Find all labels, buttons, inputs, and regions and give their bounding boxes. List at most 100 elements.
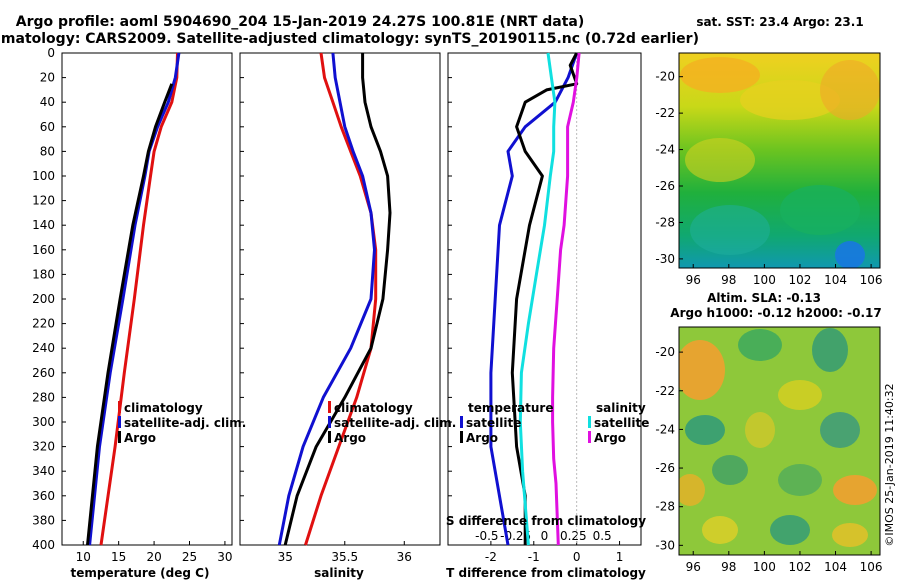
- s-tick-label: 0: [541, 529, 549, 543]
- temperature-legend: climatology satellite-adj. clim. Argo: [118, 401, 246, 445]
- x-tick-label: 0: [573, 550, 581, 564]
- sst-map-title: sat. SST: 23.4 Argo: 23.1: [696, 15, 863, 29]
- map-y-tick-label: -24: [655, 422, 675, 436]
- map-y-tick-label: -28: [655, 215, 675, 229]
- sst-cool-patch: [690, 205, 770, 255]
- difference-panel: [447, 52, 642, 546]
- depth-tick-label: 20: [40, 71, 55, 85]
- sla-high-patch: [679, 474, 705, 506]
- sla-high-patch: [778, 380, 822, 410]
- legend-label-argo: Argo: [124, 431, 156, 445]
- series-line-t-argo: [510, 52, 579, 545]
- map-x-tick-label: 100: [753, 560, 776, 574]
- x-tick-label: 15: [111, 550, 126, 564]
- map-y-tick-label: -20: [655, 70, 675, 84]
- sla-low-patch: [770, 515, 810, 545]
- s-tick-label: 0.5: [593, 529, 612, 543]
- map-y-tick-label: -30: [655, 538, 675, 552]
- x-tick-label: -1: [528, 550, 540, 564]
- map-x-tick-label: 102: [789, 273, 812, 287]
- sla-map-title-line1: Altim. SLA: -0.13: [707, 291, 821, 305]
- x-tick-label: 30: [217, 550, 232, 564]
- sla-low-patch: [738, 329, 782, 361]
- series-line-climatology: [99, 52, 179, 546]
- difference-x-axis: -2 -1 0 1-0.5 -0.25 0 0.25 0.5: [475, 53, 623, 564]
- series-line-argo: [86, 83, 174, 546]
- x-tick-label: -2: [485, 550, 497, 564]
- series-line-satellite-adj-clim-: [277, 52, 376, 546]
- depth-tick-label: 280: [32, 390, 55, 404]
- depth-tick-label: 80: [40, 144, 55, 158]
- legend-title-temperature: temperature: [468, 401, 553, 415]
- sla-high-patch: [832, 523, 868, 547]
- series-line-t-satellite: [489, 52, 579, 546]
- map-x-tick-label: 98: [721, 560, 736, 574]
- legend-swatch-satellite: [118, 416, 121, 428]
- legend-label-climatology: climatology: [334, 401, 413, 415]
- map-x-tick-label: 104: [824, 273, 847, 287]
- sla-high-patch: [679, 340, 725, 400]
- sla-map: [679, 327, 880, 555]
- salinity-xlabel: salinity: [314, 566, 364, 580]
- map-x-tick-label: 96: [686, 273, 701, 287]
- sla-low-patch: [820, 412, 860, 448]
- x-tick-label: 1: [616, 550, 624, 564]
- depth-tick-label: 240: [32, 341, 55, 355]
- legend-swatch-t-satellite: [460, 416, 463, 428]
- depth-tick-label: 200: [32, 292, 55, 306]
- sst-cool-patch: [780, 185, 860, 235]
- legend-label-s-satellite: satellite: [594, 416, 649, 430]
- legend-swatch-t-argo: [460, 431, 463, 443]
- difference-legend: temperature satellite Argo salinity sate…: [460, 401, 649, 445]
- depth-tick-label: 0: [47, 46, 55, 60]
- map-y-tick-label: -30: [655, 252, 675, 266]
- header-title-line1: Argo profile: aoml 5904690_204 15-Jan-20…: [16, 14, 585, 30]
- series-line-s-argo: [551, 52, 581, 546]
- s-tick-label: -0.5: [475, 529, 498, 543]
- s-tick-label: 0.25: [560, 529, 587, 543]
- temperature-panel: [61, 52, 233, 546]
- sst-map: [679, 53, 880, 268]
- legend-label-s-argo: Argo: [594, 431, 626, 445]
- sst-warm-patch: [685, 138, 755, 182]
- series-line-s-satellite: [518, 52, 557, 546]
- sst-warm-patch: [740, 80, 840, 120]
- depth-tick-label: 140: [32, 218, 55, 232]
- x-tick-label: 35: [278, 550, 293, 564]
- legend-label-t-satellite: satellite: [466, 416, 521, 430]
- depth-tick-label: 380: [32, 513, 55, 527]
- depth-tick-label: 340: [32, 464, 55, 478]
- difference-xlabel: T difference from climatology: [446, 566, 646, 580]
- map-y-tick-label: -22: [655, 384, 675, 398]
- sst-warm-patch: [820, 60, 880, 120]
- series-line-argo: [283, 53, 392, 546]
- map-y-tick-label: -26: [655, 179, 675, 193]
- sla-map-title-line2: Argo h1000: -0.12 h2000: -0.17: [670, 306, 881, 320]
- depth-axis: 0 20 40 60 80 100 120 140 160 180 200 220 240 260 280 3…: [32, 46, 452, 552]
- x-tick-label: 20: [146, 550, 161, 564]
- legend-swatch-argo: [328, 431, 331, 443]
- map-y-tick-label: -20: [655, 345, 675, 359]
- salinity-series: [277, 52, 392, 546]
- sla-map-axes: 96 98 100 102 104 106 -20 -22 -24 -26 -28 -30: [655, 345, 882, 574]
- legend-swatch-climatology: [328, 401, 331, 413]
- map-x-tick-label: 96: [686, 560, 701, 574]
- map-y-tick-label: -28: [655, 500, 675, 514]
- sla-high-patch: [745, 412, 775, 448]
- legend-label-t-argo: Argo: [466, 431, 498, 445]
- difference-s-xlabel: S difference from climatology: [446, 514, 646, 528]
- sst-warm-patch: [680, 57, 760, 93]
- legend-label-satellite: satellite-adj. clim.: [124, 416, 246, 430]
- x-tick-label: 10: [76, 550, 91, 564]
- sla-high-patch: [833, 475, 877, 505]
- legend-title-salinity: salinity: [596, 401, 646, 415]
- depth-tick-label: 160: [32, 243, 55, 257]
- legend-swatch-s-satellite: [588, 416, 591, 428]
- map-y-tick-label: -22: [655, 106, 675, 120]
- depth-tick-label: 60: [40, 120, 55, 134]
- map-y-tick-label: -26: [655, 461, 675, 475]
- depth-tick-label: 120: [32, 194, 55, 208]
- difference-series: [489, 52, 581, 546]
- salinity-legend: climatology satellite-adj. clim. Argo: [328, 401, 456, 445]
